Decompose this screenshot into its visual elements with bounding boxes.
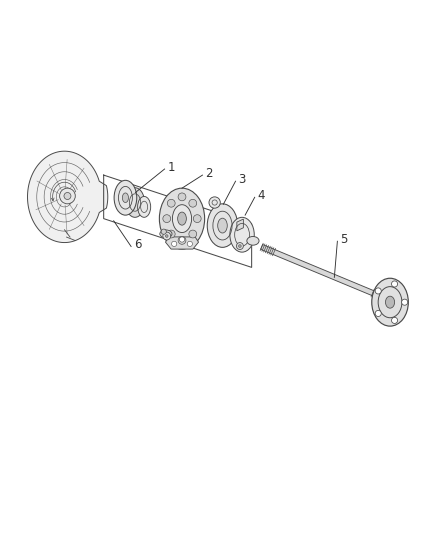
Polygon shape	[237, 219, 244, 231]
Ellipse shape	[247, 237, 259, 245]
Polygon shape	[261, 245, 381, 298]
Text: 1: 1	[167, 161, 175, 174]
Circle shape	[64, 192, 71, 199]
Circle shape	[60, 188, 75, 204]
Circle shape	[167, 199, 175, 207]
Circle shape	[189, 230, 197, 238]
Circle shape	[166, 235, 168, 237]
Ellipse shape	[114, 180, 137, 215]
Ellipse shape	[218, 218, 227, 233]
Ellipse shape	[173, 205, 191, 232]
Polygon shape	[28, 151, 108, 243]
Circle shape	[193, 215, 201, 223]
Circle shape	[239, 245, 241, 247]
Ellipse shape	[230, 217, 254, 252]
Circle shape	[209, 197, 220, 208]
Circle shape	[163, 232, 171, 240]
Ellipse shape	[178, 212, 186, 225]
Circle shape	[237, 243, 244, 249]
Ellipse shape	[159, 188, 205, 249]
Text: 4: 4	[257, 189, 265, 202]
Ellipse shape	[385, 296, 395, 308]
Circle shape	[187, 241, 192, 246]
Circle shape	[180, 237, 185, 242]
Circle shape	[178, 193, 186, 201]
Circle shape	[172, 241, 177, 246]
Ellipse shape	[138, 197, 151, 217]
Text: 3: 3	[238, 173, 246, 186]
Ellipse shape	[122, 193, 128, 203]
Circle shape	[375, 288, 381, 294]
Circle shape	[375, 310, 381, 317]
Ellipse shape	[372, 278, 408, 326]
Polygon shape	[166, 237, 198, 249]
Circle shape	[167, 230, 175, 238]
Text: 2: 2	[205, 167, 212, 180]
Circle shape	[189, 199, 197, 207]
Ellipse shape	[160, 230, 172, 238]
Circle shape	[392, 317, 398, 324]
Ellipse shape	[125, 188, 145, 217]
Circle shape	[392, 281, 398, 287]
Circle shape	[161, 229, 166, 235]
Text: 5: 5	[340, 233, 347, 246]
Circle shape	[178, 237, 186, 244]
Circle shape	[402, 299, 408, 305]
Ellipse shape	[207, 204, 238, 247]
Circle shape	[163, 215, 171, 223]
Text: 6: 6	[134, 238, 141, 251]
